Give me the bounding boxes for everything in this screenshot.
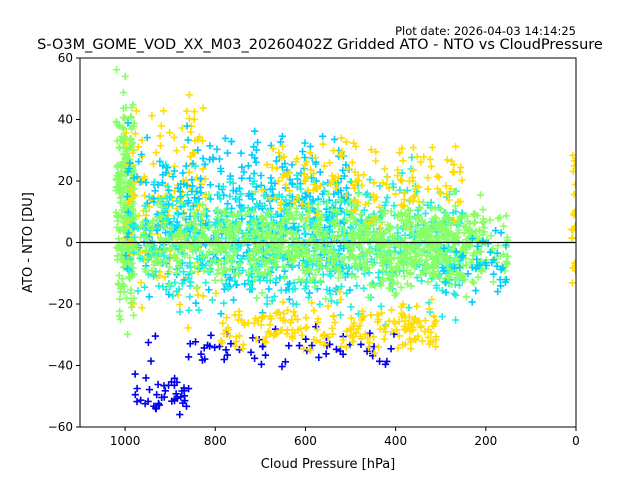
y-tick-label: −40 xyxy=(48,359,73,373)
x-tick-label: 0 xyxy=(572,434,580,448)
chart-title: S-O3M_GOME_VOD_XX_M03_20260402Z Gridded … xyxy=(37,37,603,53)
scatter-points xyxy=(112,66,576,419)
axes: 1000 800 600 400 200 0 −60 −40 −20 0 20 40 60 xyxy=(48,51,580,448)
x-tick-label: 1000 xyxy=(110,434,141,448)
y-tick-label: −60 xyxy=(48,420,73,434)
x-axis-label: Cloud Pressure [hPa] xyxy=(261,457,396,472)
point-cluster-7 xyxy=(212,288,440,357)
y-axis-label: ATO - NTO [DU] xyxy=(21,192,36,293)
plot-date: Plot date: 2026-04-03 14:14:25 xyxy=(395,24,576,38)
point-cluster-6 xyxy=(131,370,193,419)
x-tick-label: 800 xyxy=(204,434,227,448)
x-tick-label: 600 xyxy=(294,434,317,448)
y-tick-label: 0 xyxy=(65,236,73,250)
y-tick-label: −20 xyxy=(48,297,73,311)
point-cluster-10 xyxy=(438,227,510,306)
y-tick-label: 40 xyxy=(58,113,73,127)
x-tick-label: 400 xyxy=(384,434,407,448)
y-tick-label: 20 xyxy=(58,174,73,188)
x-tick-label: 200 xyxy=(474,434,497,448)
point-cluster-5 xyxy=(144,323,398,371)
y-tick-label: 60 xyxy=(58,51,73,65)
